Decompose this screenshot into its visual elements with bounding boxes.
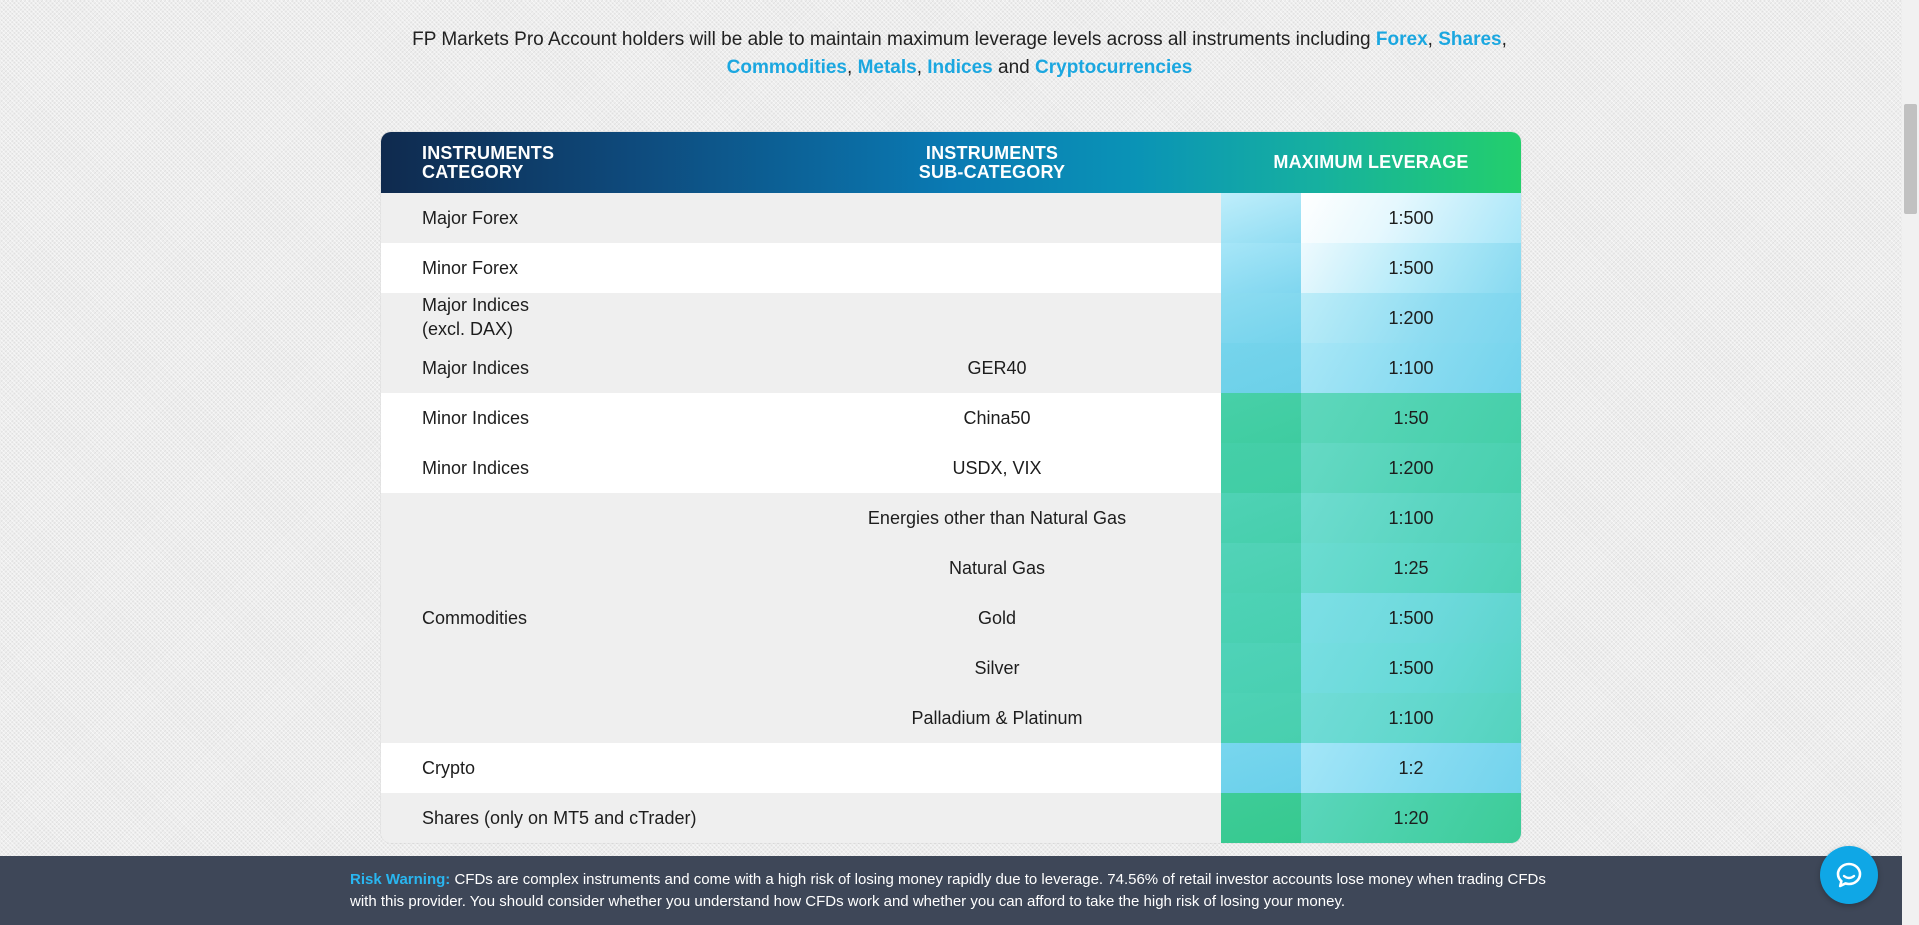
cell-category: Minor Forex <box>422 258 519 278</box>
cell-leverage: 1:200 <box>1388 458 1434 478</box>
cell-leverage: 1:500 <box>1388 258 1434 278</box>
cell-subcategory: GER40 <box>967 358 1027 378</box>
row-bg <box>381 743 1221 793</box>
header-leverage-label: MAXIMUM LEVERAGE <box>1273 152 1469 172</box>
cell-category-line2: (excl. DAX) <box>422 319 514 339</box>
row-bg <box>381 243 1221 293</box>
cell-category: Commodities <box>422 608 528 628</box>
leverage-cell-bg <box>1221 343 1521 393</box>
risk-warning-body: CFDs are complex instruments and come wi… <box>350 871 1546 910</box>
chat-button[interactable] <box>1820 846 1878 904</box>
leverage-cell-bg <box>1221 543 1521 593</box>
cell-category: Major Forex <box>422 208 519 228</box>
cell-category-line1: Major Indices <box>422 295 530 315</box>
cell-leverage: 1:2 <box>1398 758 1424 778</box>
link-cryptocurrencies[interactable]: Cryptocurrencies <box>1035 57 1193 78</box>
cell-subcategory: Silver <box>974 658 1020 678</box>
intro-text: FP Markets Pro Account holders will be a… <box>412 29 1376 50</box>
cell-category: Major Indices (excl. DAX) <box>422 293 822 341</box>
row-bg <box>381 393 1221 493</box>
leverage-cell-bg <box>1221 593 1521 643</box>
leverage-cell-bg <box>1221 393 1521 443</box>
link-indices[interactable]: Indices <box>927 57 993 78</box>
risk-warning-bar: Risk Warning: CFDs are complex instrumen… <box>0 856 1919 925</box>
table-body: Major Forex Minor Forex Major Indices (e… <box>381 193 1521 843</box>
cell-subcategory: USDX, VIX <box>952 458 1042 478</box>
cell-subcategory: Natural Gas <box>948 558 1046 578</box>
page-scrollbar[interactable] <box>1902 0 1919 925</box>
leverage-table: INSTRUMENTS CATEGORY INSTRUMENTS SUB-CAT… <box>381 132 1521 843</box>
leverage-cell-bg <box>1221 193 1521 243</box>
intro-separator: , <box>1427 29 1439 50</box>
row-bg <box>381 793 1221 843</box>
table-header: INSTRUMENTS CATEGORY INSTRUMENTS SUB-CAT… <box>381 132 1521 193</box>
intro-separator: and <box>992 57 1036 78</box>
intro-separator: , <box>916 57 928 78</box>
cell-category: Minor Indices <box>422 458 530 478</box>
chat-bubble-icon <box>1836 862 1862 888</box>
cell-leverage: 1:100 <box>1388 358 1434 378</box>
header-subcategory: INSTRUMENTS SUB-CATEGORY <box>842 132 1142 193</box>
leverage-cell-bg <box>1221 693 1521 743</box>
cell-leverage: 1:500 <box>1388 608 1434 628</box>
header-category-line1: INSTRUMENTS <box>422 142 555 163</box>
cell-category: Shares (only on MT5 and cTrader) <box>422 808 697 828</box>
leverage-cell-bg <box>1221 643 1521 693</box>
cell-subcategory: China50 <box>963 408 1031 428</box>
header-category: INSTRUMENTS CATEGORY <box>422 132 842 193</box>
leverage-cell-bg <box>1221 793 1521 843</box>
risk-warning-text: Risk Warning: CFDs are complex instrumen… <box>350 869 1570 913</box>
cell-leverage: 1:500 <box>1388 658 1434 678</box>
leverage-cell-bg <box>1221 493 1521 543</box>
cell-leverage: 1:500 <box>1388 208 1434 228</box>
header-subcategory-line2: SUB-CATEGORY <box>918 161 1066 182</box>
leverage-cell-bg <box>1221 743 1521 793</box>
risk-warning-label: Risk Warning: <box>350 871 451 888</box>
header-leverage: MAXIMUM LEVERAGE <box>1221 132 1521 193</box>
intro-line-1: FP Markets Pro Account holders will be a… <box>0 26 1919 54</box>
link-metals[interactable]: Metals <box>857 57 917 78</box>
cell-subcategory: Palladium & Platinum <box>911 708 1083 728</box>
row-bg <box>381 193 1221 243</box>
cell-leverage: 1:20 <box>1393 808 1429 828</box>
header-subcategory-line1: INSTRUMENTS <box>925 142 1059 163</box>
row-bg <box>381 493 1221 743</box>
cell-leverage: 1:100 <box>1388 508 1434 528</box>
scrollbar-thumb[interactable] <box>1904 104 1917 214</box>
cell-leverage: 1:50 <box>1393 408 1429 428</box>
intro-paragraph: FP Markets Pro Account holders will be a… <box>0 26 1919 82</box>
leverage-cell-bg <box>1221 443 1521 493</box>
row-bg <box>381 293 1221 393</box>
link-forex[interactable]: Forex <box>1375 29 1428 50</box>
intro-separator: , <box>1501 29 1507 50</box>
leverage-cell-bg <box>1221 293 1521 343</box>
intro-separator: , <box>847 57 858 78</box>
cell-leverage: 1:25 <box>1393 558 1429 578</box>
cell-category: Crypto <box>422 758 476 778</box>
link-commodities[interactable]: Commodities <box>726 57 847 78</box>
intro-line-2: Commodities, Metals, Indices and Cryptoc… <box>0 54 1919 82</box>
cell-category: Minor Indices <box>422 408 530 428</box>
cell-subcategory: Gold <box>977 608 1017 628</box>
cell-category: Major Indices <box>422 358 530 378</box>
cell-leverage: 1:100 <box>1388 708 1434 728</box>
link-shares[interactable]: Shares <box>1438 29 1502 50</box>
cell-subcategory: Energies other than Natural Gas <box>867 508 1127 528</box>
leverage-cell-bg <box>1221 243 1521 293</box>
cell-leverage: 1:200 <box>1388 308 1434 328</box>
header-category-line2: CATEGORY <box>422 161 524 182</box>
